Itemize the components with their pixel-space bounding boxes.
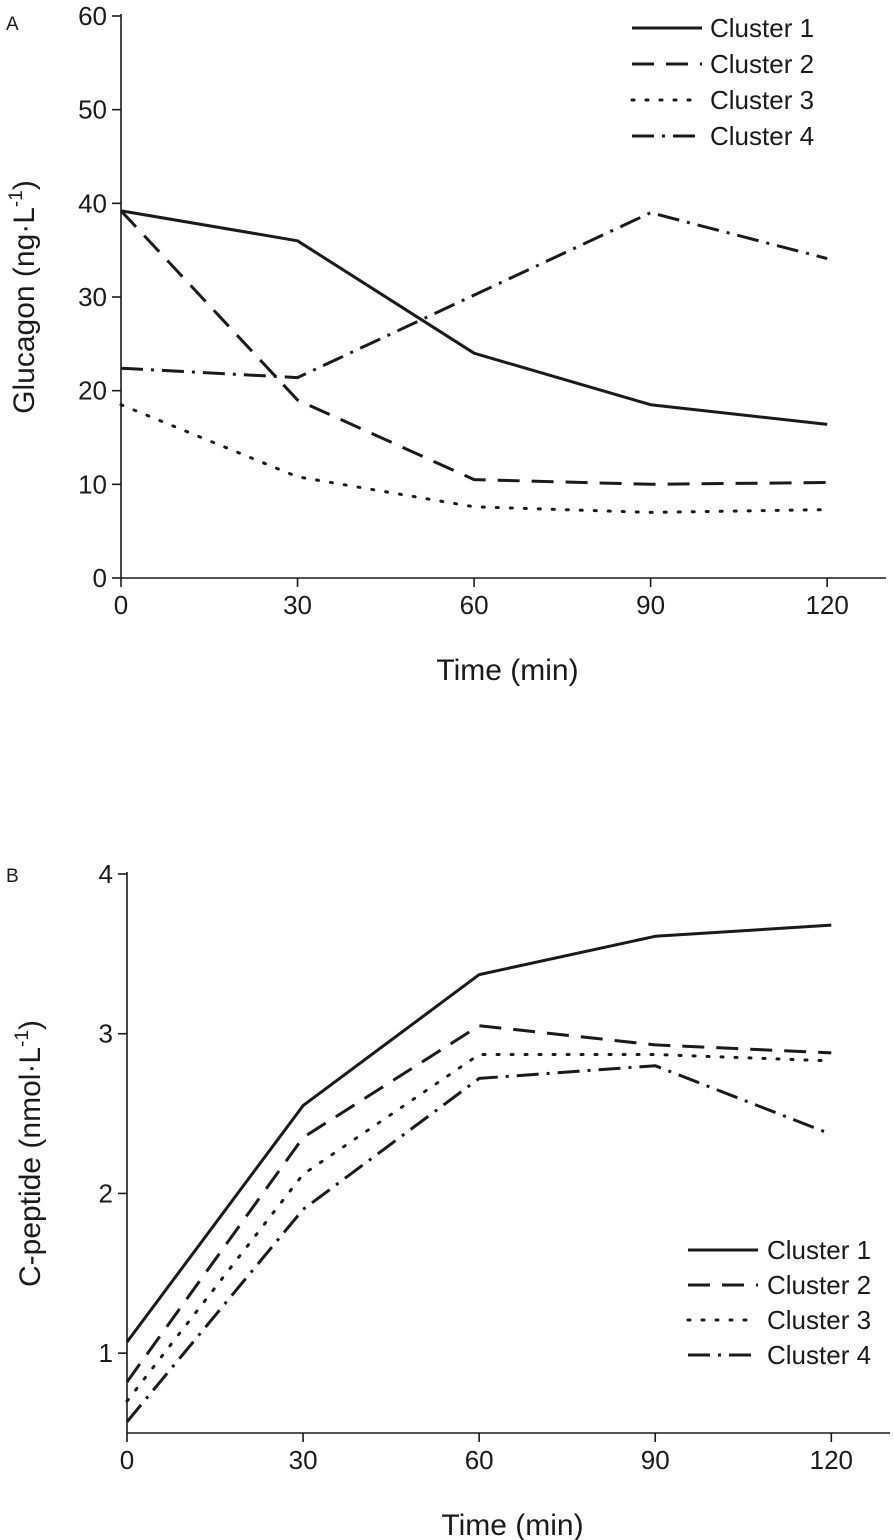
y-tick-label: 2 [99, 1178, 113, 1208]
x-axis-title: Time (min) [441, 1509, 583, 1540]
x-tick-label: 90 [641, 1445, 670, 1475]
x-tick-label: 90 [636, 590, 665, 620]
series-line-cluster-3 [125, 1053, 833, 1403]
series-line-cluster-4 [120, 211, 828, 380]
legend-label: Cluster 3 [767, 1305, 871, 1335]
series-line-cluster-1 [125, 923, 832, 1343]
y-axis-title-close: ) [8, 180, 41, 190]
legend-label: Cluster 1 [767, 1235, 871, 1265]
y-axis-title-main: C-peptide (nmol·L [14, 1047, 47, 1287]
panel-label: B [6, 866, 19, 887]
y-axis-title: Glucagon (ng·L-1) [6, 180, 41, 414]
x-tick-label: 0 [120, 1445, 134, 1475]
y-axis-title-main: Glucagon (ng·L [8, 207, 41, 414]
x-tick-label: 30 [283, 590, 312, 620]
legend-label: Cluster 4 [710, 121, 814, 151]
c-peptide-panel: B 1 2 3 4 0 30 60 90 120 Time (min) C-peptide (nmol… [6, 859, 890, 1540]
y-tick-label: 1 [99, 1338, 113, 1368]
y-tick-label: 30 [78, 282, 107, 312]
y-tick-label: 20 [78, 376, 107, 406]
x-tick-label: 30 [289, 1445, 318, 1475]
y-tick-label: 3 [99, 1019, 113, 1049]
y-tick-label: 10 [78, 469, 107, 499]
y-axis-title-close: ) [14, 1020, 47, 1030]
series-line-cluster-2 [119, 209, 828, 486]
legend-label: Cluster 1 [710, 13, 814, 43]
legend-label: Cluster 3 [710, 85, 814, 115]
series-line-cluster-1 [120, 209, 828, 426]
y-tick-label: 0 [93, 563, 107, 593]
x-tick-label: 120 [810, 1445, 853, 1475]
x-tick-label: 120 [805, 590, 848, 620]
y-tick-label: 60 [78, 1, 107, 31]
y-axis-title-superscript: -1 [6, 190, 27, 207]
y-axis-title-superscript: -1 [12, 1030, 33, 1047]
y-tick-label: 4 [99, 859, 113, 889]
glucagon-panel: A 0 10 20 30 40 50 60 0 30 60 90 120 Time (min) Glucag… [6, 1, 886, 687]
x-tick-label: 60 [460, 590, 489, 620]
series-line-cluster-3 [119, 403, 829, 514]
panel-label: A [6, 14, 19, 35]
y-tick-label: 40 [78, 188, 107, 218]
legend-label: Cluster 4 [767, 1340, 871, 1370]
x-tick-label: 0 [114, 590, 128, 620]
x-tick-label: 60 [465, 1445, 494, 1475]
legend-label: Cluster 2 [710, 49, 814, 79]
legend-label: Cluster 2 [767, 1270, 871, 1300]
y-axis-title: C-peptide (nmol·L-1) [12, 1020, 47, 1287]
series-line-cluster-4 [125, 1064, 832, 1423]
x-axis-title: Time (min) [436, 654, 578, 687]
y-tick-label: 50 [78, 95, 107, 125]
